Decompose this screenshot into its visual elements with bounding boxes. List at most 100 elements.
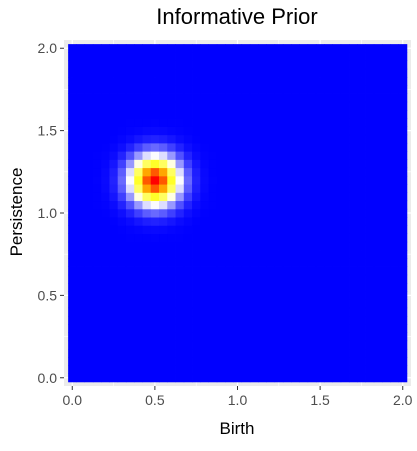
heatmap-tile xyxy=(266,142,276,152)
heatmap-tile xyxy=(125,307,135,317)
heatmap-tile xyxy=(266,217,276,226)
heatmap-tile xyxy=(398,217,408,226)
heatmap-tile xyxy=(315,233,325,243)
heatmap-tile xyxy=(382,266,391,276)
heatmap-tile xyxy=(299,250,309,259)
heatmap-tile xyxy=(142,299,152,309)
heatmap-tile xyxy=(159,250,168,259)
heatmap-tile xyxy=(373,357,383,366)
heatmap-tile xyxy=(200,77,209,86)
heatmap-tile xyxy=(357,93,366,103)
heatmap-tile xyxy=(183,250,193,259)
heatmap-tile xyxy=(125,175,135,185)
heatmap-tile xyxy=(142,250,152,259)
heatmap-tile xyxy=(183,68,193,78)
heatmap-tile xyxy=(150,307,160,317)
heatmap-tile xyxy=(340,200,350,210)
heatmap-tile xyxy=(398,184,408,193)
heatmap-tile xyxy=(332,167,342,177)
heatmap-tile xyxy=(76,134,86,144)
heatmap-tile xyxy=(274,85,284,94)
heatmap-tile xyxy=(307,85,317,94)
heatmap-tile xyxy=(332,291,342,300)
heatmap-tile xyxy=(390,274,400,284)
heatmap-tile xyxy=(134,291,143,300)
heatmap-tile xyxy=(208,134,218,144)
heatmap-tile xyxy=(340,93,350,103)
heatmap-tile xyxy=(340,315,350,325)
heatmap-tile xyxy=(258,315,267,325)
heatmap-tile xyxy=(68,208,77,218)
y-axis: 0.00.51.01.52.0 xyxy=(38,40,64,386)
heatmap-tile xyxy=(365,60,375,70)
heatmap-tile xyxy=(291,357,300,366)
heatmap-tile xyxy=(315,208,325,218)
heatmap-tile xyxy=(266,241,276,251)
heatmap-tile xyxy=(324,332,333,342)
heatmap-tile xyxy=(307,52,317,61)
heatmap-tile xyxy=(109,274,119,284)
heatmap-tile xyxy=(349,184,358,193)
heatmap-tile xyxy=(249,357,259,366)
heatmap-tile xyxy=(274,340,284,350)
heatmap-tile xyxy=(266,274,276,284)
heatmap-tile xyxy=(167,291,176,300)
heatmap-tile xyxy=(349,142,358,152)
heatmap-tile xyxy=(233,175,243,185)
heatmap-tile xyxy=(183,44,193,53)
heatmap-tile xyxy=(258,93,267,103)
heatmap-tile xyxy=(92,233,102,243)
heatmap-tile xyxy=(159,299,168,309)
heatmap-tile xyxy=(349,324,358,333)
heatmap-tile xyxy=(349,134,358,144)
heatmap-tile xyxy=(117,332,127,342)
heatmap-tile xyxy=(241,184,251,193)
heatmap-tile xyxy=(183,60,193,70)
heatmap-tile xyxy=(291,134,300,144)
heatmap-tile xyxy=(167,217,176,226)
heatmap-tile xyxy=(76,315,86,325)
heatmap-tile xyxy=(357,192,366,202)
heatmap-tile xyxy=(159,357,168,366)
heatmap-tile xyxy=(324,192,333,202)
heatmap-tile xyxy=(183,159,193,169)
heatmap-tile xyxy=(183,315,193,325)
heatmap-tile xyxy=(299,192,309,202)
heatmap-tile xyxy=(125,200,135,210)
heatmap-tile xyxy=(92,274,102,284)
heatmap-tile xyxy=(109,151,119,160)
heatmap-tile xyxy=(76,283,86,292)
heatmap-tile xyxy=(307,307,317,317)
heatmap-tile xyxy=(398,159,408,169)
heatmap-tile xyxy=(200,142,209,152)
heatmap-tile xyxy=(159,365,168,375)
heatmap-tile xyxy=(365,283,375,292)
heatmap-tile xyxy=(109,110,119,119)
heatmap-tile xyxy=(349,340,358,350)
heatmap-tile xyxy=(398,225,408,234)
heatmap-tile xyxy=(150,348,160,358)
heatmap-tile xyxy=(349,68,358,78)
heatmap-tile xyxy=(109,200,119,210)
heatmap-tile xyxy=(299,118,309,127)
heatmap-tile xyxy=(175,159,185,169)
heatmap-tile xyxy=(125,52,135,61)
heatmap-tile xyxy=(183,299,193,309)
heatmap-tile xyxy=(167,126,176,136)
heatmap-tile xyxy=(233,126,243,136)
heatmap-tile xyxy=(159,315,168,325)
heatmap-tile xyxy=(274,126,284,136)
heatmap-tile xyxy=(167,52,176,61)
heatmap-tile xyxy=(282,184,292,193)
heatmap-tile xyxy=(373,142,383,152)
heatmap-tile xyxy=(373,348,383,358)
heatmap-tile xyxy=(101,250,110,259)
heatmap-tile xyxy=(340,134,350,144)
heatmap-tile xyxy=(101,44,110,53)
heatmap-tile xyxy=(340,357,350,366)
heatmap-tile xyxy=(159,175,168,185)
heatmap-tile xyxy=(266,208,276,218)
y-tick-label: 0.0 xyxy=(38,370,58,386)
heatmap-tile xyxy=(340,307,350,317)
heatmap-tile xyxy=(307,348,317,358)
